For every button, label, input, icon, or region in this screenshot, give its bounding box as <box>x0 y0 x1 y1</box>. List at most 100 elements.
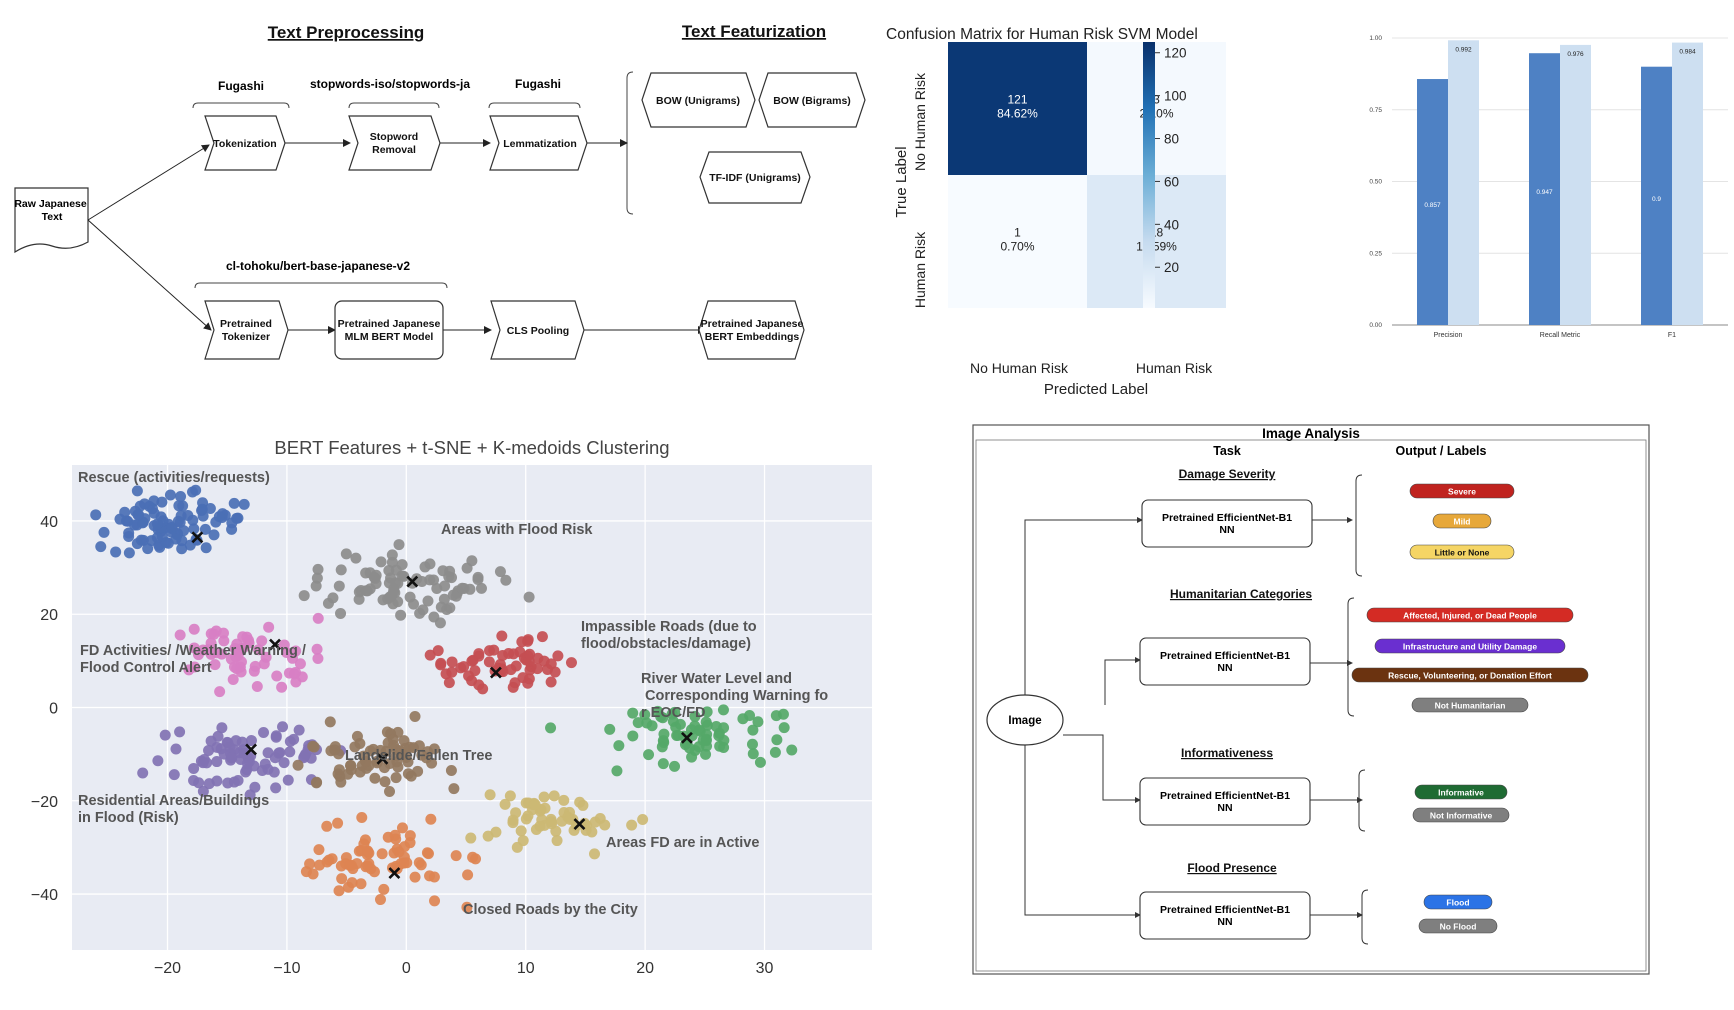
model-label: Pretrained EfficientNet-B1 <box>1160 904 1290 916</box>
bert-embeddings-label: Pretrained Japanese BERT Embeddings <box>701 318 804 343</box>
scatter-point <box>522 635 534 647</box>
efficientnet-model-node <box>1141 499 1313 548</box>
scatter-point <box>384 786 396 798</box>
output-label-pill <box>1409 483 1515 499</box>
task-title: Informativeness <box>1181 746 1273 760</box>
scatter-point <box>131 485 143 497</box>
output-label-text: No Flood <box>1440 922 1477 932</box>
scatter-point <box>216 722 228 734</box>
scatter-point <box>350 552 362 564</box>
scatter-point <box>277 721 289 733</box>
scatter-point <box>786 744 798 756</box>
scatter-point <box>170 743 182 755</box>
efficientnet-model-node <box>1139 637 1311 686</box>
scatter-point <box>333 764 345 776</box>
scatter-point <box>294 658 306 670</box>
scatter-point <box>534 820 546 832</box>
model-label-nn: NN <box>1217 916 1232 928</box>
lemmatization-node <box>489 115 588 171</box>
medoid-marker <box>388 867 401 879</box>
scatter-point <box>292 759 304 771</box>
bar-value-label: 0.857 <box>1424 202 1441 209</box>
scatter-point <box>710 720 722 732</box>
model-label-nn: NN <box>1217 662 1232 674</box>
scatter-point <box>611 765 623 777</box>
tfidf-unigrams-node <box>699 151 811 204</box>
output-label-pill <box>1414 784 1508 800</box>
scatter-point <box>701 706 713 718</box>
scatter-point <box>415 859 427 871</box>
confusion-cell <box>1087 42 1226 175</box>
image-analysis-diagram: Image Analysis Task Output / Labels Imag… <box>972 424 1650 975</box>
output-label-pill <box>1374 638 1566 654</box>
scatter-point <box>589 816 601 828</box>
medoid-marker <box>245 743 258 756</box>
scatter-point <box>666 708 678 720</box>
scatter-point <box>500 574 512 586</box>
bar-ytick-label: 1.00 <box>1369 35 1382 42</box>
scatter-point <box>222 777 234 789</box>
scatter-point <box>282 774 294 786</box>
scatter-point <box>446 656 458 668</box>
section-title-preprocessing: Text Preprocessing <box>268 23 425 42</box>
scatter-point <box>503 648 515 660</box>
scatter-point <box>469 665 481 677</box>
output-label-pill <box>1423 894 1493 910</box>
scatter-point <box>270 782 282 794</box>
scatter-point <box>353 845 365 857</box>
scatter-point <box>409 710 421 722</box>
scatter-point <box>408 598 420 610</box>
output-label-pill <box>1432 513 1492 529</box>
scatter-point <box>368 866 380 878</box>
scatter-point <box>244 789 256 801</box>
scatter-point <box>565 657 577 669</box>
scatter-point <box>193 777 205 789</box>
scatter-point <box>95 541 107 553</box>
scatter-point <box>362 845 374 857</box>
output-label-text: Informative <box>1438 788 1484 798</box>
scatter-point <box>379 776 391 788</box>
scatter-point <box>389 829 401 841</box>
scatter-point <box>298 750 310 762</box>
scatter-point <box>388 586 400 598</box>
scatter-point <box>424 649 436 661</box>
scatter-point <box>340 548 352 560</box>
scatter-point <box>321 820 333 832</box>
scatter-point <box>405 770 417 782</box>
scatter-point <box>627 707 639 719</box>
scatter-point <box>132 509 144 521</box>
scatter-point <box>342 881 354 893</box>
scatter-point <box>187 486 199 498</box>
colorbar-tick-label: 120 <box>1164 46 1187 61</box>
confusion-cell-count: 3 <box>1153 93 1160 107</box>
stopword-removal-node <box>348 115 441 171</box>
task-title: Humanitarian Categories <box>1170 587 1312 601</box>
task-title: Flood Presence <box>1187 861 1277 875</box>
bar-ytick-label: 0.00 <box>1369 322 1382 329</box>
scatter-point <box>564 813 576 825</box>
scatter-point <box>434 617 446 629</box>
output-label-text: Affected, Injured, or Dead People <box>1403 611 1537 621</box>
cluster-label: FD Activities/ /Weather Warning / Flood C… <box>80 643 306 676</box>
scatter-point <box>335 776 347 788</box>
scatter-point <box>746 738 758 750</box>
scatter-point <box>137 767 149 779</box>
scatter-xtick-label: −20 <box>154 960 181 977</box>
raw-text-label: Raw Japanese Text <box>14 198 89 223</box>
scatter-point <box>496 663 508 675</box>
scatter-point <box>271 670 283 682</box>
scatter-point <box>422 595 434 607</box>
scatter-point <box>416 749 428 761</box>
scatter-point <box>274 747 286 759</box>
cluster-label: Areas with Flood Risk <box>441 522 593 538</box>
scatter-point <box>349 741 361 753</box>
scatter-point <box>473 648 485 660</box>
scatter-point <box>256 635 268 647</box>
scatter-point <box>356 812 368 824</box>
output-column-header: Output / Labels <box>1396 444 1487 458</box>
medoid-marker <box>406 575 419 588</box>
scatter-point <box>464 583 476 595</box>
scatter-point <box>700 735 712 747</box>
cluster-label: Areas FD are in Active <box>606 835 759 851</box>
scatter-point <box>98 526 110 538</box>
